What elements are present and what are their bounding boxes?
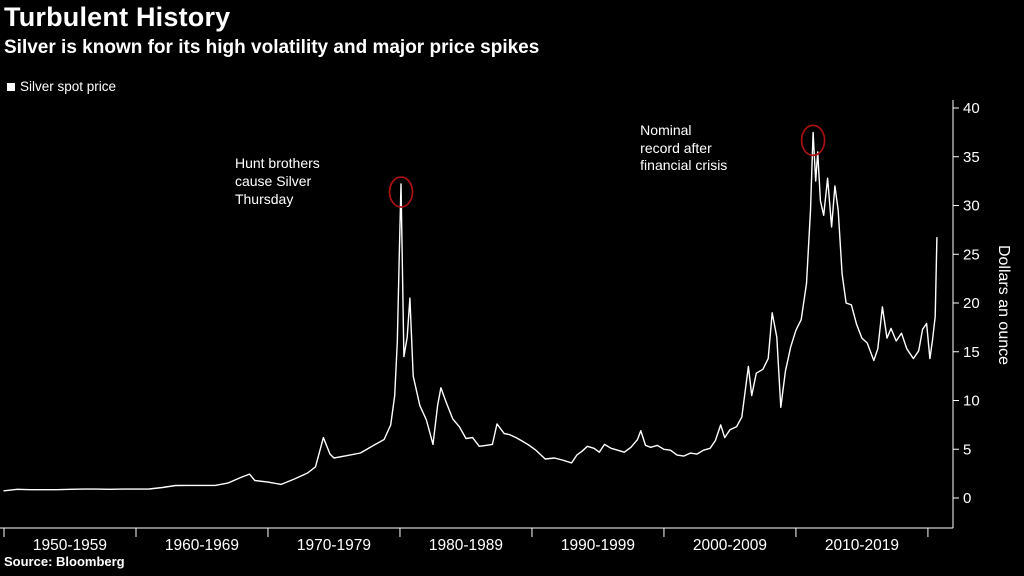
svg-text:25: 25 [963, 246, 980, 263]
svg-text:1950-1959: 1950-1959 [33, 537, 107, 554]
svg-text:5: 5 [963, 441, 971, 458]
legend-swatch-icon [7, 82, 15, 91]
svg-text:2010-2019: 2010-2019 [825, 537, 899, 554]
svg-text:1960-1969: 1960-1969 [165, 537, 239, 554]
svg-text:1970-1979: 1970-1979 [297, 537, 371, 554]
svg-text:15: 15 [963, 344, 980, 361]
svg-text:10: 10 [963, 393, 980, 410]
svg-text:40: 40 [963, 100, 980, 117]
svg-text:35: 35 [963, 149, 980, 166]
chart-title: Turbulent History [4, 2, 231, 32]
chart-header: Turbulent History Silver is known for it… [4, 2, 539, 59]
svg-text:0: 0 [963, 490, 971, 507]
source-credit: Source: Bloomberg [4, 554, 125, 569]
svg-text:20: 20 [963, 295, 980, 312]
annotation-nominal-record: Nominal record after financial crisis [640, 121, 728, 174]
chart-subtitle: Silver is known for its high volatility … [4, 37, 540, 58]
legend: Silver spot price [7, 79, 116, 94]
y-axis-title: Dollars an ounce [995, 244, 1012, 366]
svg-text:30: 30 [963, 198, 980, 215]
annotation-hunt-brothers: Hunt brothers cause Silver Thursday [234, 154, 320, 207]
svg-text:1980-1989: 1980-1989 [429, 537, 503, 554]
legend-label: Silver spot price [20, 79, 117, 94]
svg-text:2000-2009: 2000-2009 [693, 537, 767, 554]
svg-text:1990-1999: 1990-1999 [561, 537, 635, 554]
